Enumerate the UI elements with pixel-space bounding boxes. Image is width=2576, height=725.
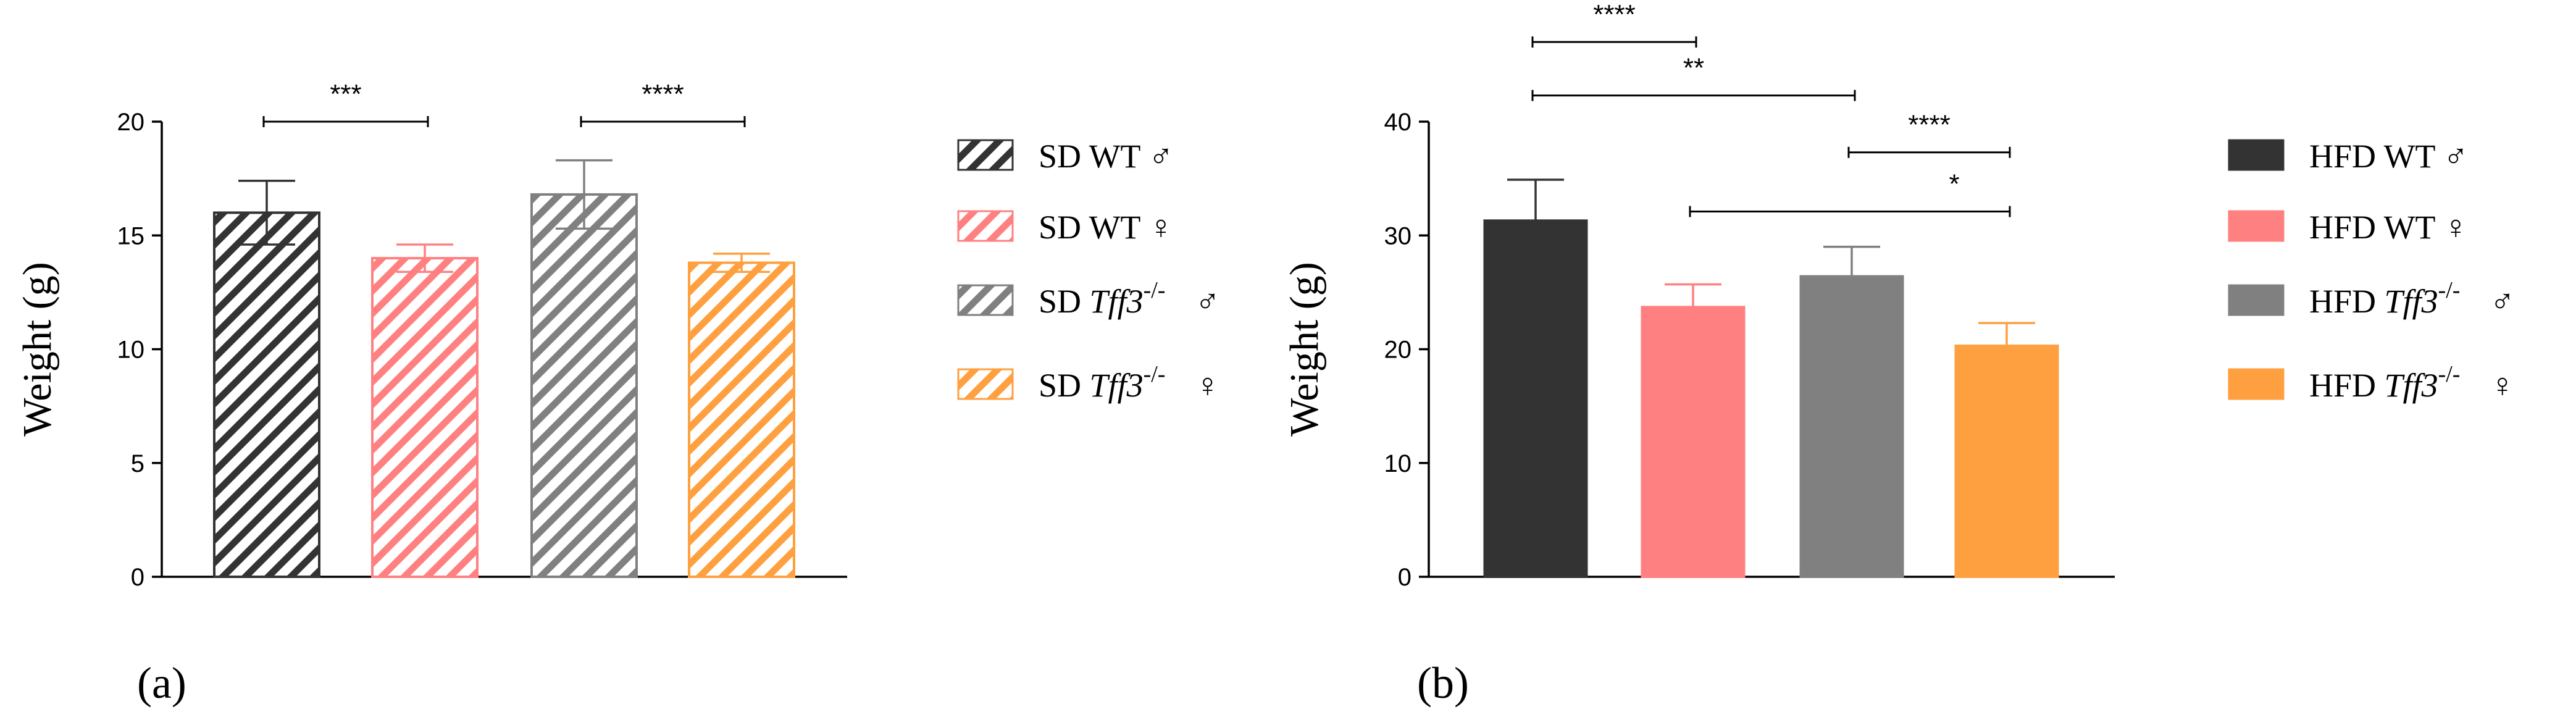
legend-genotype: WT bbox=[1089, 209, 1141, 246]
legend-swatch-4 bbox=[957, 368, 1014, 400]
legend-label-3: HFD Tff3-/- ♂ bbox=[2309, 277, 2515, 320]
legend-genotype: WT bbox=[2384, 209, 2436, 246]
legend-label-1: HFD WT ♂ bbox=[2309, 138, 2469, 175]
y-tick-label: 20 bbox=[117, 109, 145, 136]
legend-superscript: -/- bbox=[1144, 277, 1166, 303]
legend-label-2: SD WT ♀ bbox=[1039, 209, 1174, 246]
legend-sex: ♀ bbox=[1195, 367, 1220, 404]
legend-sex: ♂ bbox=[1195, 283, 1220, 320]
legend-genotype: Tff3 bbox=[1090, 367, 1144, 404]
y-axis-title: Weight (g) bbox=[1282, 262, 1327, 436]
bar-2 bbox=[371, 257, 479, 579]
legend-genotype: Tff3 bbox=[2385, 283, 2438, 320]
y-tick-label: 40 bbox=[1384, 109, 1412, 136]
legend-superscript: -/- bbox=[2438, 361, 2461, 387]
legend-prefix: HFD bbox=[2309, 209, 2376, 246]
legend-label-3: SD Tff3-/- ♂ bbox=[1039, 277, 1220, 320]
legend-swatch-2 bbox=[957, 210, 1014, 242]
legend-label-4: HFD Tff3-/- ♀ bbox=[2309, 361, 2515, 404]
bar-1 bbox=[213, 211, 320, 578]
bar-3 bbox=[1799, 275, 1904, 578]
legend-prefix: SD bbox=[1039, 283, 1081, 320]
legend-label-1: SD WT ♂ bbox=[1039, 138, 1174, 175]
significance-label: *** bbox=[330, 79, 361, 109]
y-tick-label: 20 bbox=[1384, 337, 1412, 364]
y-axis-title: Weight (g) bbox=[15, 262, 60, 436]
legend-swatch-4 bbox=[2228, 368, 2285, 400]
y-tick-label: 10 bbox=[117, 337, 145, 364]
legend-prefix: SD bbox=[1039, 209, 1081, 246]
significance-label: **** bbox=[642, 79, 684, 109]
legend-genotype: WT bbox=[2384, 138, 2436, 175]
legend-superscript: -/- bbox=[2438, 277, 2461, 303]
legend-sex: ♀ bbox=[2443, 209, 2469, 246]
y-tick-label: 15 bbox=[117, 222, 145, 249]
legend-swatch-1 bbox=[957, 139, 1014, 171]
legend-sex: ♂ bbox=[1148, 138, 1174, 175]
legend-prefix: HFD bbox=[2309, 367, 2376, 404]
bar-2 bbox=[1641, 306, 1746, 578]
y-tick-label: 10 bbox=[1384, 450, 1412, 477]
significance-label: ** bbox=[1683, 53, 1704, 83]
legend-sex: ♀ bbox=[2490, 367, 2515, 404]
legend-sex: ♂ bbox=[2490, 283, 2515, 320]
legend-label-2: HFD WT ♀ bbox=[2309, 209, 2469, 246]
legend-swatch-3 bbox=[957, 284, 1014, 316]
panel-label: (b) bbox=[1417, 658, 1469, 708]
panel-label: (a) bbox=[137, 658, 186, 708]
legend-prefix: SD bbox=[1039, 138, 1081, 175]
legend-swatch-1 bbox=[2228, 139, 2285, 171]
bar-1 bbox=[1483, 219, 1588, 578]
bar-4 bbox=[688, 261, 795, 578]
significance-label: **** bbox=[1593, 0, 1636, 30]
significance-label: **** bbox=[1908, 110, 1951, 140]
y-tick-label: 0 bbox=[131, 564, 144, 591]
significance-label: * bbox=[1949, 169, 1959, 199]
y-tick-label: 30 bbox=[1384, 222, 1412, 249]
y-tick-label: 0 bbox=[1398, 564, 1411, 591]
legend-prefix: SD bbox=[1039, 367, 1081, 404]
y-tick-label: 5 bbox=[131, 450, 144, 477]
legend-prefix: HFD bbox=[2309, 283, 2376, 320]
bar-4 bbox=[1954, 344, 2059, 578]
legend-swatch-3 bbox=[2228, 284, 2285, 316]
bar-3 bbox=[530, 193, 638, 579]
legend-label-4: SD Tff3-/- ♀ bbox=[1039, 361, 1220, 404]
legend-prefix: HFD bbox=[2309, 138, 2376, 175]
legend-sex: ♀ bbox=[1148, 209, 1174, 246]
legend-swatch-2 bbox=[2228, 210, 2285, 242]
legend-genotype: Tff3 bbox=[2385, 367, 2438, 404]
legend-genotype: Tff3 bbox=[1090, 283, 1144, 320]
legend-sex: ♂ bbox=[2443, 138, 2469, 175]
legend-genotype: WT bbox=[1089, 138, 1141, 175]
legend-superscript: -/- bbox=[1144, 361, 1166, 387]
